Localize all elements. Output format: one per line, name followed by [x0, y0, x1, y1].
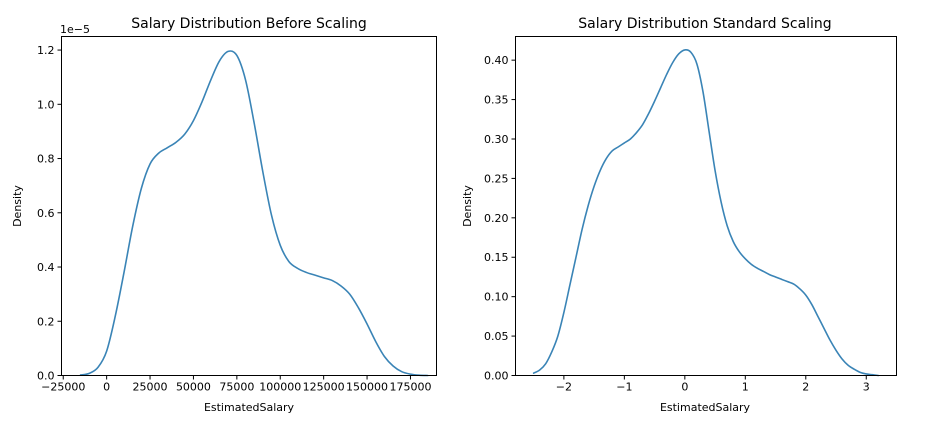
y-tick-label: 0.30 — [484, 133, 509, 146]
chart-before-scaling: Salary Distribution Before Scaling 1e−5 … — [11, 16, 437, 414]
chart-title: Salary Distribution Before Scaling — [131, 16, 366, 32]
y-tick-label: 0.25 — [484, 172, 509, 185]
axis-offset-text: 1e−5 — [60, 23, 90, 36]
y-axis-ticks: 0.0 0.2 0.4 0.6 0.8 1.0 1.2 — [37, 44, 62, 383]
x-axis-ticks: −25000 0 25000 50000 75000 100000 125000 150000… — [41, 375, 431, 394]
chart-standard-scaling: Salary Distribution Standard Scaling 0.0… — [461, 16, 897, 414]
x-tick-label: 3 — [863, 381, 870, 394]
chart-title: Salary Distribution Standard Scaling — [578, 16, 831, 32]
x-tick-label: 2 — [802, 381, 809, 394]
density-curve — [532, 49, 880, 377]
x-tick-label: −25000 — [41, 381, 85, 394]
y-tick-label: 0.40 — [484, 54, 509, 67]
x-tick-label: 25000 — [133, 381, 168, 394]
x-tick-label: −1 — [616, 381, 632, 394]
x-tick-label: 1 — [742, 381, 749, 394]
plot-frame — [515, 36, 897, 376]
x-tick-label: 0 — [681, 381, 688, 394]
x-tick-label: 50000 — [176, 381, 211, 394]
y-tick-label: 0.0 — [37, 370, 55, 383]
x-axis-label: EstimatedSalary — [660, 401, 751, 414]
y-tick-label: 0.05 — [484, 330, 509, 343]
density-curve — [79, 50, 429, 377]
y-tick-label: 0.15 — [484, 251, 509, 264]
x-axis-label: EstimatedSalary — [204, 401, 295, 414]
plot-frame — [61, 36, 437, 376]
y-tick-label: 0.35 — [484, 94, 509, 107]
y-tick-label: 0.8 — [37, 153, 55, 166]
y-tick-label: 0.4 — [37, 261, 55, 274]
x-tick-label: 100000 — [259, 381, 301, 394]
x-tick-label: −2 — [556, 381, 572, 394]
x-tick-label: 0 — [103, 381, 110, 394]
x-axis-ticks: −2 −1 0 1 2 3 — [556, 375, 870, 394]
x-tick-label: 175000 — [389, 381, 431, 394]
x-tick-label: 125000 — [303, 381, 345, 394]
x-tick-label: 150000 — [346, 381, 388, 394]
y-tick-label: 1.2 — [37, 44, 55, 57]
y-tick-label: 0.10 — [484, 291, 509, 304]
y-tick-label: 0.2 — [37, 315, 55, 328]
y-axis-ticks: 0.00 0.05 0.10 0.15 0.20 0.25 0.30 0.35 0.40 — [484, 54, 516, 383]
y-axis-label: Density — [461, 185, 474, 227]
y-axis-label: Density — [11, 185, 24, 227]
x-tick-label: 75000 — [219, 381, 254, 394]
y-tick-label: 1.0 — [37, 98, 55, 111]
y-tick-label: 0.6 — [37, 207, 55, 220]
y-tick-label: 0.20 — [484, 212, 509, 225]
y-tick-label: 0.00 — [484, 370, 509, 383]
